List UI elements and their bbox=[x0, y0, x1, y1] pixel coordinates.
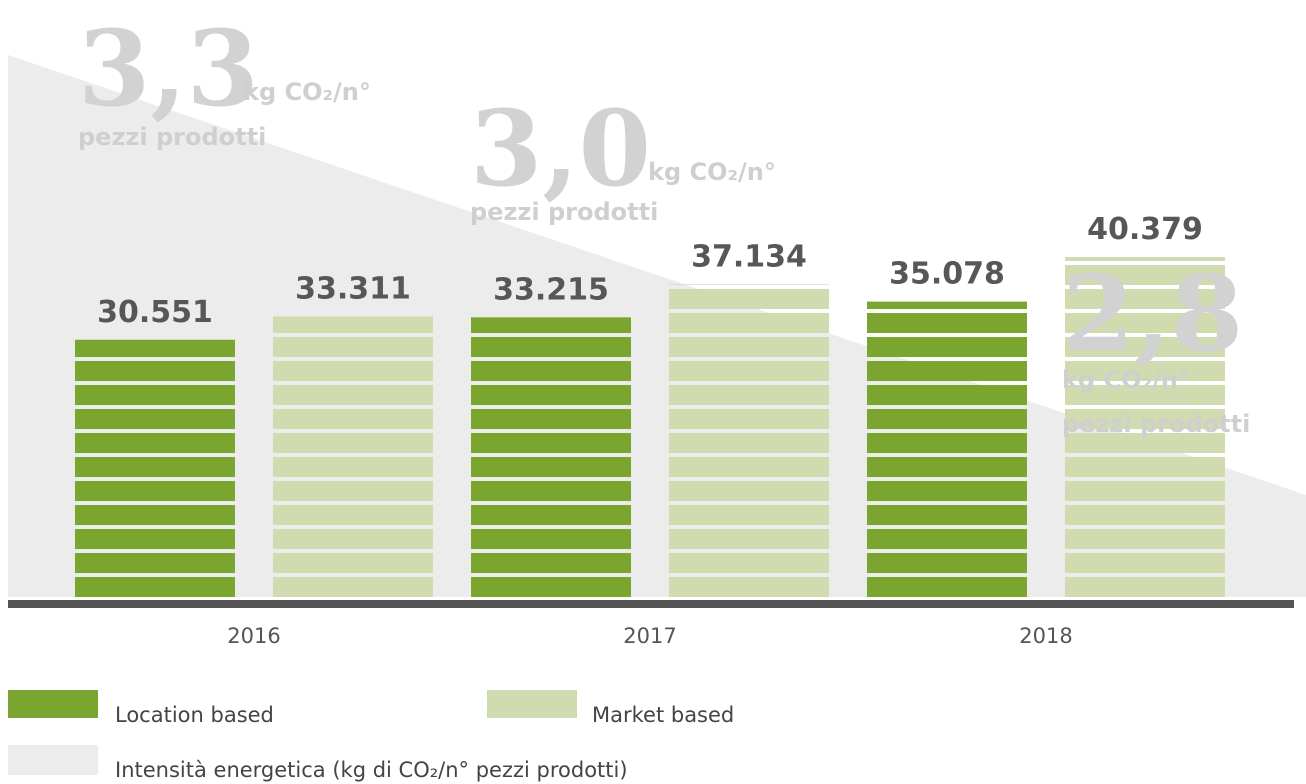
value-label: 37.134 bbox=[691, 239, 807, 274]
bar bbox=[471, 317, 631, 597]
value-label: 35.078 bbox=[889, 257, 1005, 292]
intensity-value: 3,3 bbox=[78, 7, 259, 130]
intensity-unit: kg CO₂/n° bbox=[243, 78, 371, 106]
bar bbox=[1065, 257, 1225, 597]
intensity-unit: pezzi prodotti bbox=[1062, 410, 1250, 438]
intensity-unit: pezzi prodotti bbox=[470, 198, 658, 226]
intensity-value: 3,0 bbox=[470, 87, 651, 210]
bar bbox=[669, 284, 829, 597]
x-tick-label: 2018 bbox=[1019, 624, 1072, 648]
value-label: 40.379 bbox=[1087, 212, 1203, 247]
x-tick-label: 2016 bbox=[227, 624, 280, 648]
legend-label: Location based bbox=[115, 703, 274, 727]
intensity-unit: pezzi prodotti bbox=[78, 123, 266, 151]
intensity-unit: kg CO₂/n° bbox=[1062, 366, 1190, 394]
legend: Location based Market based Intensità ener… bbox=[8, 690, 734, 782]
bar bbox=[273, 316, 433, 597]
value-label: 30.551 bbox=[97, 295, 213, 330]
intensity-value: 2,8 bbox=[1062, 252, 1243, 375]
legend-swatch bbox=[487, 690, 577, 718]
legend-swatch bbox=[8, 690, 98, 718]
legend-label: Market based bbox=[592, 703, 734, 727]
value-label: 33.215 bbox=[493, 272, 609, 307]
bar bbox=[867, 301, 1027, 597]
baseline bbox=[8, 600, 1294, 608]
x-tick-label: 2017 bbox=[623, 624, 676, 648]
intensity-unit: kg CO₂/n° bbox=[648, 158, 776, 186]
legend-swatch bbox=[8, 745, 98, 775]
bar bbox=[75, 339, 235, 597]
value-label: 33.311 bbox=[295, 272, 411, 307]
plot: 30.551 33.311 2016 33.215 37.134 2017 35.078 40… bbox=[75, 212, 1225, 648]
legend-label: Intensità energetica (kg di CO₂/n° pezzi… bbox=[115, 758, 628, 782]
